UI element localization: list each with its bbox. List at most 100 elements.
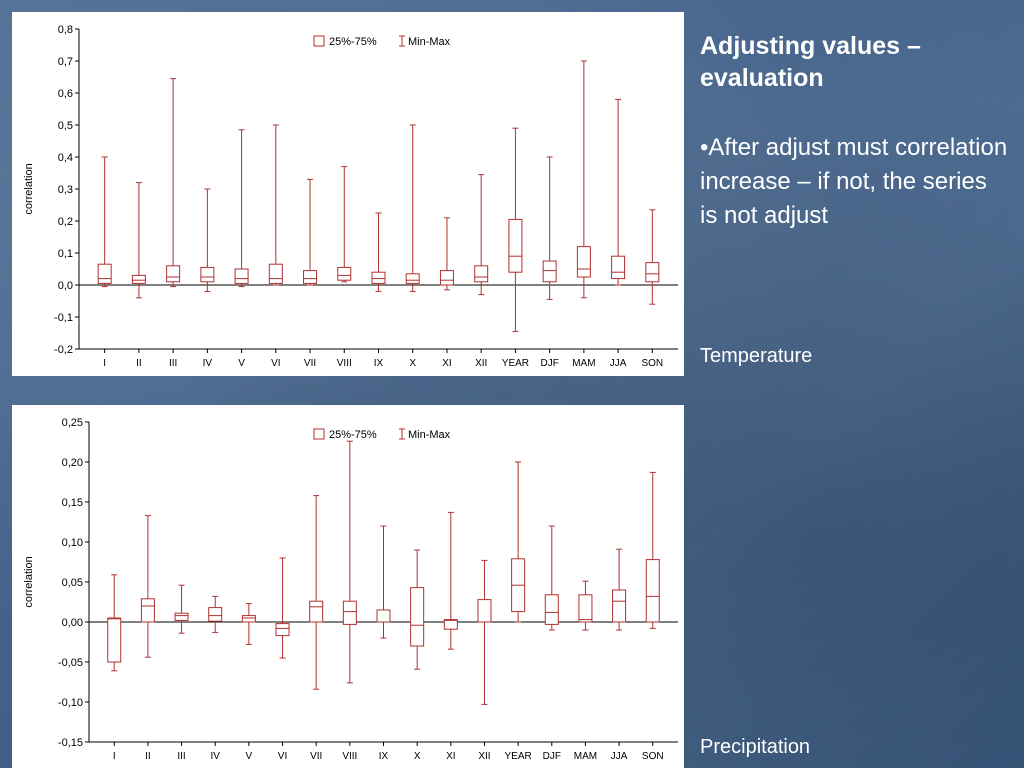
prec-box-vi [275,623,290,637]
prec-box-mam [578,594,593,623]
prec-y-tick-label: -0,15 [58,737,83,749]
prec-y-tick-label: 0,10 [62,537,83,549]
temp-x-tick-label: IV [203,358,213,369]
temp-x-tick-label: SON [641,358,663,369]
temp-y-tick-label: 0,3 [58,184,73,196]
temp-x-tick-label: MAM [572,358,595,369]
temp-x-tick-label: IX [374,358,384,369]
temp-box-viii [337,266,352,281]
slide-bullet-text: •After adjust must correlation increase … [700,134,1008,229]
prec-legend-box-label: 25%-75% [329,429,377,441]
prec-x-tick-label: VII [310,751,322,762]
temp-box-jja [611,255,626,280]
prec-x-tick-label: DJF [543,751,561,762]
prec-x-tick-label: VI [278,751,287,762]
prec-box-v [241,615,256,623]
temp-y-tick-label: 0,8 [58,24,73,36]
temp-y-tick-label: -0,1 [54,312,73,324]
prec-y-tick-label: 0,25 [62,417,83,429]
prec-y-axis-label: correlation [23,556,35,607]
prec-y-tick-label: -0,10 [58,697,83,709]
temp-y-tick-label: 0,4 [58,152,73,164]
prec-x-tick-label: X [414,751,421,762]
temp-y-tick-label: 0,0 [58,280,73,292]
prec-box-viii [342,600,357,625]
prec-x-tick-label: YEAR [505,751,532,762]
temp-box-xi [439,270,454,286]
temp-y-tick-label: 0,1 [58,248,73,260]
temperature-chart-panel: -0,2 -0,1 0,0 0,1 0,2 0,3 0,4 0,5 0,6 0,7 0,8 corre… [12,12,684,376]
prec-box-son [645,559,660,623]
prec-x-tick-label: V [246,751,253,762]
prec-box-iv [208,607,223,622]
temp-box-i [97,263,112,284]
temp-x-tick-label: XII [475,358,487,369]
temp-y-axis-label: correlation [23,163,35,214]
prec-box-ix [376,609,391,623]
prec-legend-whisker-label: Min-Max [408,429,451,441]
temp-legend-whisker-label: Min-Max [408,36,451,48]
prec-y-tick-label: 0,05 [62,577,83,589]
temperature-boxplot-chart: -0,2 -0,1 0,0 0,1 0,2 0,3 0,4 0,5 0,6 0,7 0,8 corre… [23,24,678,369]
temp-box-iii [166,265,181,283]
temp-y-tick-label: 0,5 [58,120,73,132]
temp-x-tick-label: III [169,358,177,369]
temp-box-mam [576,246,591,278]
prec-x-tick-label: XI [446,751,455,762]
temp-y-tick-label: -0,2 [54,344,73,356]
prec-x-tick-label: I [113,751,116,762]
prec-x-tick-label: III [177,751,185,762]
temp-x-tick-label: VI [271,358,280,369]
prec-x-tick-label: VIII [342,751,357,762]
prec-box-jja [612,589,627,623]
temp-x-tick-label: VIII [337,358,352,369]
prec-box-djf [544,594,559,625]
prec-x-tick-label: SON [642,751,664,762]
temp-box-v [234,268,249,284]
temp-y-tick-label: 0,7 [58,56,73,68]
temp-x-tick-label: II [136,358,142,369]
prec-x-tick-label: IV [210,751,220,762]
temp-box-vi [268,263,283,284]
prec-y-tick-label: 0,15 [62,497,83,509]
slide-title: Adjusting values – evaluation [700,32,921,92]
prec-y-tick-label: -0,05 [58,657,83,669]
temp-legend-box-label: 25%-75% [329,36,377,48]
temp-box-son [645,262,660,283]
temp-x-tick-label: DJF [540,358,558,369]
temp-box-year [508,218,523,273]
temp-box-vii [303,270,318,284]
temp-x-tick-label: X [409,358,416,369]
prec-x-tick-label: MAM [574,751,597,762]
prec-y-tick-label: 0,20 [62,457,83,469]
prec-x-tick-label: IX [379,751,389,762]
prec-x-tick-label: II [145,751,151,762]
temp-box-x [405,273,420,284]
prec-box-vii [309,600,324,623]
precipitation-chart-panel: -0,15 -0,10 -0,05 0,00 0,05 0,10 0,15 0,20 0,25 c… [12,405,684,768]
temp-box-iv [200,266,215,283]
temp-box-ii [131,274,146,284]
prec-legend-box-icon [313,428,325,440]
prec-box-xi [443,619,458,630]
temp-x-tick-label: VII [304,358,316,369]
temp-box-ix [371,271,386,284]
prec-x-tick-label: JJA [611,751,628,762]
precipitation-boxplot-chart: -0,15 -0,10 -0,05 0,00 0,05 0,10 0,15 0,20 0,25 c… [23,417,678,762]
prec-box-xii [477,599,492,623]
prec-box-x [410,587,425,647]
precipitation-label: Precipitation [700,736,811,758]
temp-x-tick-label: YEAR [502,358,529,369]
prec-box-i [107,617,122,663]
prec-x-tick-label: XII [478,751,490,762]
temp-box-djf [542,260,557,283]
temp-x-tick-label: I [103,358,106,369]
prec-box-ii [140,598,155,623]
temp-box-xii [474,265,489,283]
temp-legend-box-icon [313,35,325,47]
prec-y-tick-label: 0,00 [62,617,83,629]
prec-box-iii [174,612,189,621]
temperature-label: Temperature [700,345,813,367]
temp-x-tick-label: V [238,358,245,369]
temp-y-tick-label: 0,2 [58,216,73,228]
